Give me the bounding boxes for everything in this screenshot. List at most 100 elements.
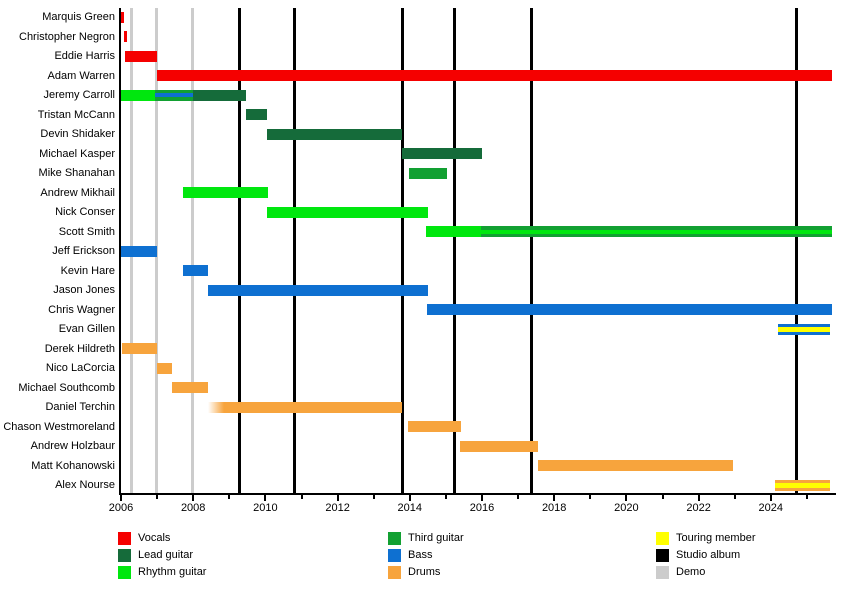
demo-line xyxy=(190,8,194,493)
rhythm-guitar-stripe xyxy=(480,229,833,234)
bar-tristan-mccann xyxy=(245,109,268,120)
axis-tick xyxy=(697,495,700,501)
x-axis: 2006 2008 2010 2012 2014 2016 2018 2020 2022 2024 xyxy=(108,8,837,514)
axis-tick xyxy=(805,495,808,499)
studio-album-line xyxy=(237,8,241,493)
bar-jeremy-carroll xyxy=(121,89,156,101)
legend-label-bass: Bass xyxy=(408,549,433,561)
axis-tick xyxy=(481,495,483,501)
touring-member-stripe xyxy=(778,326,831,332)
legend-label-drums: Drums xyxy=(408,566,441,578)
bass-stripe xyxy=(155,93,193,97)
axis-year-label: 2020 xyxy=(614,502,639,514)
x-axis-line xyxy=(119,493,837,495)
axis-tick xyxy=(228,495,231,499)
member-label: Andrew Mikhail xyxy=(40,186,115,199)
member-label: Jeremy Carroll xyxy=(43,89,115,101)
y-axis-line xyxy=(119,8,121,493)
member-label: Chason Westmoreland xyxy=(3,420,115,433)
bar-andrew-mikhail xyxy=(183,187,268,198)
bar-jason-jones xyxy=(208,284,428,296)
bar-adam-warren xyxy=(156,70,833,81)
bar-andrew-holzbaur xyxy=(460,440,539,452)
axis-tick xyxy=(300,495,303,499)
axis-tick xyxy=(769,495,772,501)
axis-tick xyxy=(408,495,411,501)
studio-album-line xyxy=(400,8,404,493)
bar-scott-smith xyxy=(426,226,481,237)
bar-chason-westmoreland xyxy=(408,421,461,432)
member-label: Scott Smith xyxy=(58,225,115,238)
bar-scott-smith xyxy=(480,226,833,237)
bar-jeff-erickson xyxy=(121,245,157,257)
member-label: Eddie Harris xyxy=(54,50,115,62)
bar-daniel-terchin xyxy=(208,401,403,413)
axis-year-label: 2006 xyxy=(108,502,134,514)
bar-chris-wagner xyxy=(427,304,833,315)
bar-kevin-hare xyxy=(183,265,209,276)
legend-label-rhythm-guitar: Rhythm guitar xyxy=(138,566,207,578)
member-label: Matt Kohanowski xyxy=(31,459,115,472)
bar-michael-kasper xyxy=(402,148,482,159)
legend-swatch-drums xyxy=(388,566,401,579)
legend-swatch-studio-album xyxy=(656,549,669,562)
bar-evan-gillen xyxy=(778,323,831,335)
bar-matt-kohanowski xyxy=(537,460,734,471)
legend-swatch-bass xyxy=(388,549,401,562)
axis-year-label: 2024 xyxy=(758,502,784,514)
bar-derek-hildreth xyxy=(122,343,157,354)
member-label: Daniel Terchin xyxy=(45,401,115,413)
bar-nico-lacorcia xyxy=(156,362,173,374)
axis-tick xyxy=(553,495,556,501)
axis-tick xyxy=(661,495,664,499)
member-label: Jason Jones xyxy=(53,284,115,296)
bar-eddie-harris xyxy=(124,50,157,62)
bar-jeremy-carroll xyxy=(155,89,193,101)
member-label: Derek Hildreth xyxy=(44,342,115,355)
bar-jeremy-carroll xyxy=(192,89,246,101)
axis-tick xyxy=(625,495,628,501)
axis-tick xyxy=(264,495,267,501)
axis-tick xyxy=(589,495,592,499)
member-label: Alex Nourse xyxy=(55,479,115,491)
axis-year-label: 2018 xyxy=(541,502,567,514)
studio-album-line xyxy=(292,8,296,493)
axis-tick xyxy=(336,495,339,501)
legend-label-studio-album: Studio album xyxy=(676,549,741,561)
plot-area xyxy=(121,8,833,493)
legend-label-third-guitar: Third guitar xyxy=(408,532,464,544)
axis-year-label: 2014 xyxy=(397,502,423,514)
studio-album-line xyxy=(453,8,457,493)
axis-tick xyxy=(372,495,375,499)
legend-swatch-rhythm-guitar xyxy=(118,566,131,579)
bar-christopher-negron xyxy=(123,31,127,42)
touring-member-stripe xyxy=(774,482,831,488)
legend-swatch-third-guitar xyxy=(388,532,401,545)
legend-label-touring-member: Touring member xyxy=(676,532,756,544)
member-labels-column: Marquis Green Christopher Negron Eddie Har… xyxy=(0,0,120,500)
legend-swatch-vocals xyxy=(118,532,131,545)
member-label: Marquis Green xyxy=(42,11,115,23)
legend-swatch-lead-guitar xyxy=(118,549,131,562)
member-label: Tristan McCann xyxy=(37,108,115,121)
member-label: Christopher Negron xyxy=(19,30,115,43)
member-label: Adam Warren xyxy=(47,69,115,82)
bar-marquis-green xyxy=(121,11,125,23)
member-label: Andrew Holzbaur xyxy=(30,440,115,452)
bar-michael-southcomb xyxy=(172,382,209,393)
axis-year-label: 2012 xyxy=(325,502,350,514)
member-label: Chris Wagner xyxy=(48,303,115,316)
member-label: Nico LaCorcia xyxy=(45,362,115,374)
member-label: Kevin Hare xyxy=(60,264,115,277)
axis-year-label: 2016 xyxy=(469,502,495,514)
bar-mike-shanahan xyxy=(409,167,447,179)
axis-year-label: 2008 xyxy=(180,502,206,514)
member-label: Devin Shidaker xyxy=(40,128,115,140)
axis-year-label: 2010 xyxy=(253,502,278,514)
legend-label-lead-guitar: Lead guitar xyxy=(138,549,194,561)
member-label: Mike Shanahan xyxy=(38,167,115,179)
axis-tick xyxy=(120,495,122,501)
axis-tick xyxy=(156,495,159,499)
